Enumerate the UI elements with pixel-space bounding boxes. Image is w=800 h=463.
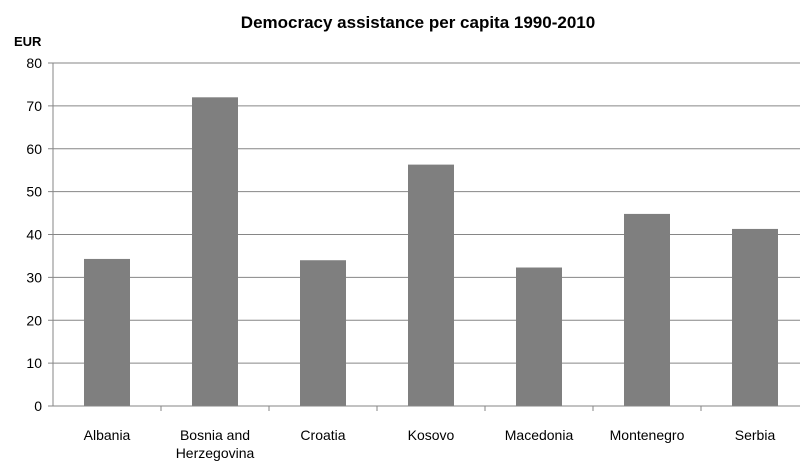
- y-tick-label: 0: [34, 398, 42, 414]
- y-axis-ticks: 0 10 20 30 40 50 60 70 80: [26, 55, 53, 414]
- chart-title: Democracy assistance per capita 1990-201…: [241, 13, 595, 32]
- bar: [300, 260, 346, 406]
- x-category-label: Montenegro: [610, 427, 685, 443]
- bars: [84, 97, 778, 407]
- bar: [624, 213, 670, 406]
- y-tick-label: 10: [26, 355, 42, 371]
- y-tick-label: 80: [26, 55, 42, 71]
- bar: [732, 228, 778, 406]
- y-tick-label: 20: [26, 312, 42, 328]
- x-category-label: Albania: [84, 427, 131, 443]
- x-category-label: Bosnia and Herzegovina: [176, 427, 255, 461]
- x-category-label: Croatia: [300, 427, 345, 443]
- x-category-label-line: Montenegro: [610, 427, 685, 443]
- bar: [408, 164, 454, 406]
- y-tick-label: 60: [26, 141, 42, 157]
- x-category-label-line: Croatia: [300, 427, 345, 443]
- x-category-label: Kosovo: [408, 427, 455, 443]
- y-tick-label: 30: [26, 269, 42, 285]
- bar: [516, 267, 562, 406]
- y-axis-unit-label: EUR: [14, 34, 42, 49]
- y-tick-label: 50: [26, 184, 42, 200]
- bar: [192, 97, 238, 407]
- x-category-label: Serbia: [735, 427, 776, 443]
- x-category-label: Macedonia: [505, 427, 574, 443]
- x-category-label-line: Kosovo: [408, 427, 455, 443]
- x-category-label-line: Albania: [84, 427, 131, 443]
- x-category-label-line: Bosnia and: [180, 427, 250, 443]
- x-category-label-line: Herzegovina: [176, 445, 255, 461]
- y-tick-label: 70: [26, 98, 42, 114]
- bar: [84, 258, 130, 406]
- x-axis-categories: Albania Bosnia and Herzegovina Croatia Kosov…: [84, 406, 776, 461]
- x-category-label-line: Serbia: [735, 427, 776, 443]
- y-tick-label: 40: [26, 227, 42, 243]
- x-category-label-line: Macedonia: [505, 427, 574, 443]
